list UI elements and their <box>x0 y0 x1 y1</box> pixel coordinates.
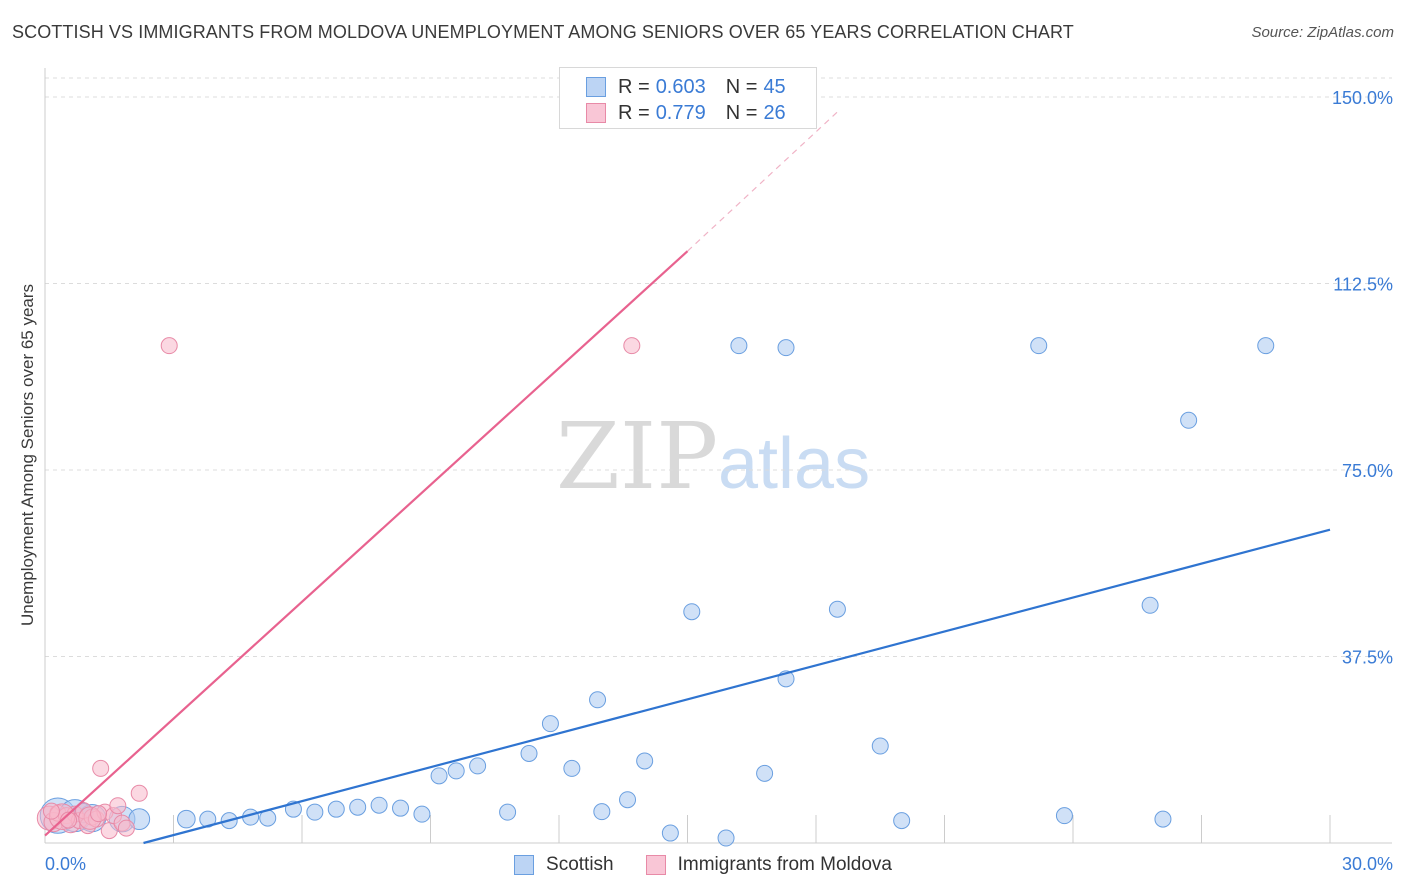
legend-label-moldova: Immigrants from Moldova <box>677 854 892 875</box>
legend-item-moldova[interactable]: Immigrants from Moldova <box>645 854 892 876</box>
source-label: Source: ZipAtlas.com <box>1251 24 1394 41</box>
y-tick-label: 112.5% <box>1333 275 1393 295</box>
x-tick-label: 0.0% <box>45 854 86 874</box>
moldova-point <box>623 337 641 355</box>
scottish-point <box>1030 337 1048 355</box>
scottish-point <box>1055 807 1073 825</box>
scottish-point <box>593 803 611 821</box>
scottish-point <box>683 603 701 621</box>
moldova-point <box>160 337 178 355</box>
scottish-point <box>177 809 196 829</box>
legend-n-value: 45 <box>763 75 786 98</box>
scottish-point <box>392 799 410 817</box>
scottish-point <box>430 767 448 785</box>
scottish-point <box>541 715 559 733</box>
scottish-point <box>717 829 735 847</box>
watermark-zip: ZIP <box>556 403 718 510</box>
scottish-point <box>661 824 679 842</box>
legend-n-label: N = <box>725 101 758 124</box>
moldova-trend-line-extension <box>687 111 838 252</box>
scottish-point <box>563 759 581 777</box>
legend-swatch-moldova <box>645 855 666 875</box>
legend-item-scottish[interactable]: Scottish <box>514 854 614 876</box>
moldova-trend-line <box>44 250 689 837</box>
chart-title: SCOTTISH VS IMMIGRANTS FROM MOLDOVA UNEM… <box>12 22 1074 42</box>
y-tick-label: 150.0% <box>1332 88 1393 108</box>
scottish-point <box>413 805 431 823</box>
scottish-point <box>1154 810 1172 828</box>
moldova-point <box>130 784 148 802</box>
legend-swatch-moldova <box>586 103 606 123</box>
moldova-point <box>117 819 135 837</box>
scottish-point <box>469 757 487 775</box>
scottish-point <box>730 337 748 355</box>
legend-row-moldova: R = 0.779 N = 26 <box>586 100 786 126</box>
scottish-point <box>447 762 465 780</box>
series-legend: Scottish Immigrants from Moldova <box>0 852 1406 878</box>
moldova-point <box>42 802 60 820</box>
scottish-point <box>499 803 517 821</box>
scottish-point <box>306 803 324 821</box>
moldova-point <box>90 805 108 823</box>
moldova-point <box>92 759 110 777</box>
legend-r-value: 0.779 <box>655 101 706 124</box>
scottish-point <box>871 737 889 755</box>
scottish-point <box>1141 596 1159 614</box>
legend-r-label: R = <box>618 75 650 98</box>
legend-n-value: 26 <box>763 101 786 124</box>
y-tick-label: 37.5% <box>1342 648 1393 668</box>
scottish-trend-line <box>143 528 1331 845</box>
legend-label-scottish: Scottish <box>546 854 614 875</box>
scottish-point <box>893 812 911 830</box>
scottish-point <box>756 764 774 782</box>
scottish-point <box>520 744 538 762</box>
moldova-point <box>109 797 127 815</box>
scottish-point <box>370 796 388 814</box>
legend-r-label: R = <box>618 101 650 124</box>
legend-row-scottish: R = 0.603 N = 45 <box>586 74 786 100</box>
scottish-point <box>636 752 654 770</box>
stats-legend: R = 0.603 N = 45 R = 0.779 N = 26 <box>559 67 817 129</box>
legend-swatch-scottish <box>514 855 535 875</box>
legend-swatch-scottish <box>586 77 606 97</box>
y-tick-label: 75.0% <box>1342 461 1393 481</box>
scottish-point <box>828 600 846 618</box>
scottish-point <box>327 800 345 818</box>
x-tick-label: 30.0% <box>1342 854 1393 874</box>
watermark-atlas: atlas <box>718 424 870 504</box>
legend-r-value: 0.603 <box>655 75 706 98</box>
scottish-point <box>1180 411 1198 429</box>
scottish-point <box>349 798 367 816</box>
scottish-point <box>777 339 795 357</box>
scottish-point <box>589 691 607 709</box>
legend-n-label: N = <box>725 75 758 98</box>
scottish-point <box>1257 337 1275 355</box>
scottish-point <box>619 791 637 809</box>
